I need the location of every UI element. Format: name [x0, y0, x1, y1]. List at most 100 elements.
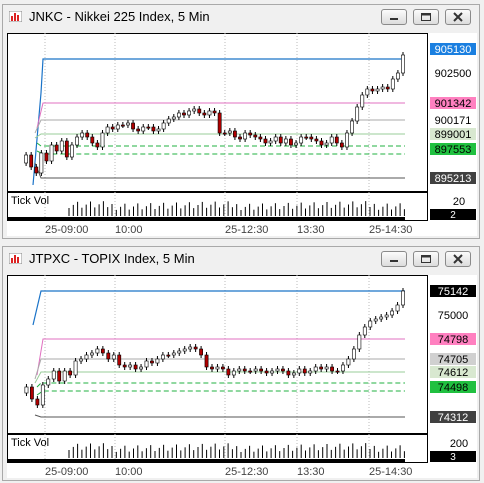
candle[interactable] — [384, 312, 389, 320]
candle[interactable] — [146, 124, 151, 130]
candle[interactable] — [105, 124, 110, 136]
candle[interactable] — [199, 346, 203, 358]
candle[interactable] — [197, 106, 202, 116]
candle[interactable] — [207, 108, 212, 118]
candle[interactable] — [281, 366, 285, 374]
candle[interactable] — [283, 136, 288, 146]
candle[interactable] — [115, 122, 120, 132]
candle[interactable] — [330, 364, 334, 374]
candle[interactable] — [177, 348, 182, 356]
candle[interactable] — [396, 70, 400, 82]
candle[interactable] — [401, 288, 405, 308]
price-chart[interactable]: Tick Vol 905130 902500 901342 900171 899001 8… — [7, 33, 477, 236]
candle[interactable] — [237, 366, 242, 374]
candle[interactable] — [222, 130, 227, 136]
candle[interactable] — [334, 134, 339, 146]
close-button[interactable] — [445, 251, 471, 267]
candle[interactable] — [360, 92, 365, 110]
candle[interactable] — [217, 110, 222, 136]
candle[interactable] — [34, 164, 39, 176]
candle[interactable] — [258, 134, 263, 142]
candle[interactable] — [221, 364, 225, 372]
candle[interactable] — [59, 138, 64, 154]
candle[interactable] — [248, 368, 253, 374]
candle[interactable] — [350, 118, 354, 136]
candle[interactable] — [227, 128, 232, 136]
candle[interactable] — [139, 364, 143, 372]
candle[interactable] — [289, 136, 293, 148]
candle[interactable] — [248, 130, 253, 138]
candle[interactable] — [51, 368, 56, 382]
title-bar[interactable]: JTPXC - TOPIX Index, 5 Min — [3, 247, 479, 271]
candle[interactable] — [156, 126, 161, 134]
candle[interactable] — [62, 368, 67, 384]
candle[interactable] — [299, 134, 304, 146]
candle[interactable] — [291, 370, 296, 378]
close-button[interactable] — [445, 9, 471, 25]
candle[interactable] — [297, 366, 302, 376]
candle[interactable] — [202, 110, 207, 118]
candle[interactable] — [73, 358, 78, 378]
candle[interactable] — [390, 308, 394, 318]
candle[interactable] — [80, 130, 85, 140]
candle[interactable] — [144, 358, 149, 370]
candle[interactable] — [263, 136, 268, 146]
candle[interactable] — [182, 110, 186, 118]
candle[interactable] — [355, 104, 360, 124]
candle[interactable] — [166, 352, 171, 358]
candle[interactable] — [24, 152, 28, 166]
candle[interactable] — [346, 356, 351, 368]
candle[interactable] — [136, 126, 141, 134]
candle[interactable] — [155, 356, 160, 366]
candle[interactable] — [133, 362, 138, 372]
candle[interactable] — [233, 128, 237, 140]
candle[interactable] — [188, 344, 193, 352]
candle[interactable] — [314, 136, 319, 144]
candle[interactable] — [275, 366, 280, 374]
candle[interactable] — [309, 134, 314, 142]
candle[interactable] — [329, 134, 334, 146]
candlesticks[interactable] — [24, 288, 405, 408]
candle[interactable] — [90, 350, 94, 358]
time-scrollbar[interactable] — [7, 459, 405, 462]
candle[interactable] — [319, 364, 324, 372]
candle[interactable] — [68, 368, 73, 378]
candle[interactable] — [212, 108, 217, 116]
candle[interactable] — [171, 114, 176, 122]
candle[interactable] — [131, 120, 135, 132]
candle[interactable] — [187, 108, 191, 118]
candle[interactable] — [95, 346, 100, 356]
candle[interactable] — [44, 150, 49, 164]
candle[interactable] — [226, 366, 231, 378]
candle[interactable] — [70, 142, 74, 160]
chart-canvas[interactable]: Tick Vol 905130 902500 901342 900171 899001 8… — [7, 33, 477, 236]
candle[interactable] — [64, 138, 69, 160]
candle[interactable] — [370, 86, 375, 94]
candle[interactable] — [362, 324, 367, 338]
candle[interactable] — [95, 140, 100, 150]
time-scrollbar[interactable] — [7, 217, 405, 220]
candle[interactable] — [268, 138, 273, 146]
candle[interactable] — [171, 350, 176, 358]
candle[interactable] — [176, 110, 181, 120]
candle[interactable] — [29, 152, 34, 170]
candle[interactable] — [345, 130, 349, 150]
candle[interactable] — [401, 52, 405, 76]
candle[interactable] — [84, 352, 89, 362]
candle[interactable] — [141, 124, 146, 134]
candle[interactable] — [253, 132, 258, 140]
candle[interactable] — [302, 366, 307, 376]
chart-window-nikkei[interactable]: JNKC - Nikkei 225 Index, 5 Min — [2, 4, 480, 239]
candlesticks[interactable] — [24, 52, 405, 176]
volume-pane[interactable] — [7, 434, 428, 463]
candle[interactable] — [368, 318, 373, 330]
price-pane[interactable] — [7, 275, 428, 434]
candle[interactable] — [357, 332, 362, 352]
candle[interactable] — [264, 368, 269, 376]
candle[interactable] — [49, 142, 54, 164]
candle[interactable] — [57, 368, 62, 384]
candle[interactable] — [39, 150, 44, 176]
title-bar[interactable]: JNKC - Nikkei 225 Index, 5 Min — [3, 5, 479, 29]
volume-pane[interactable] — [7, 192, 428, 221]
candle[interactable] — [385, 84, 390, 92]
